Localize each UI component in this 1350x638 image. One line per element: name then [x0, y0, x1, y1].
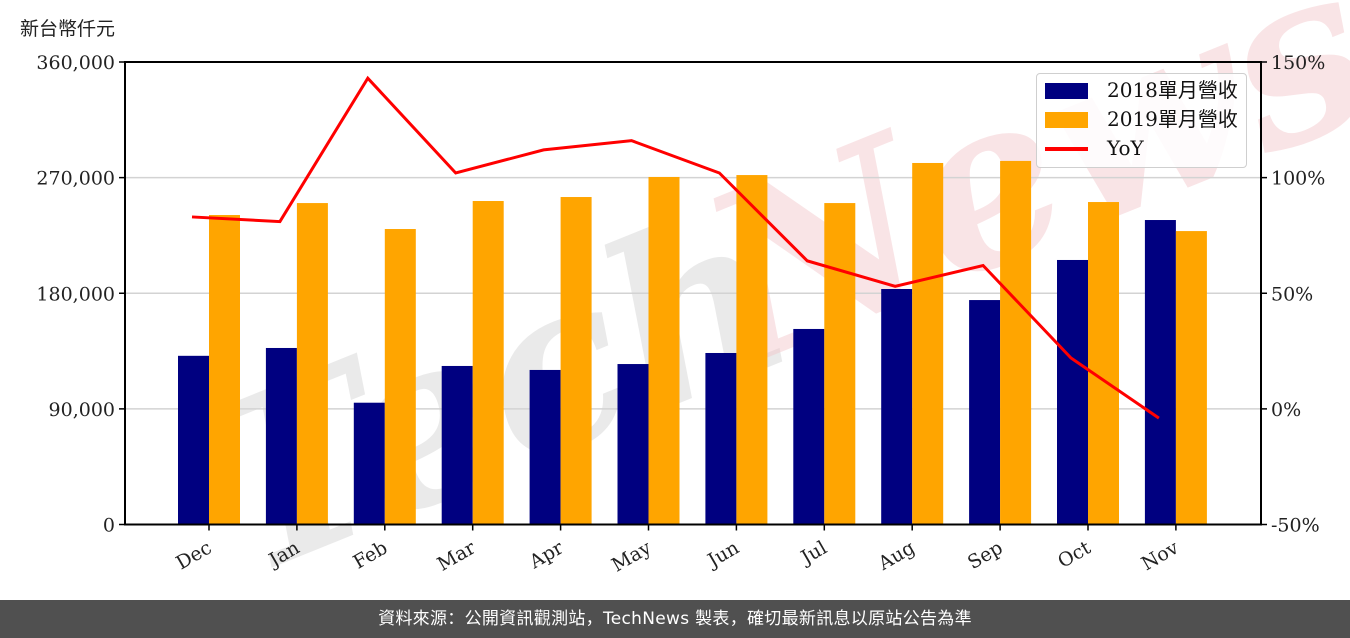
right-tick-label: 150% [1271, 52, 1325, 74]
bar-2019-nov [1175, 231, 1207, 525]
right-tick-label: -50% [1271, 515, 1320, 537]
bar-2018-jan [265, 347, 297, 525]
legend-label-2019: 2019單月營收 [1107, 107, 1238, 131]
bar-2018-aug [881, 289, 913, 525]
bar-2019-aug [912, 162, 944, 525]
bar-2019-dec [209, 215, 240, 525]
source-footer: 資料來源：公開資訊觀測站，TechNews 製表，確切最新訊息以原站公告為準 [0, 600, 1350, 638]
x-tick-label-dec: Dec [172, 537, 215, 575]
bar-2018-dec [178, 355, 209, 525]
bar-series [178, 160, 1207, 525]
bar-2018-may [617, 364, 649, 525]
bar-2019-oct [1088, 202, 1119, 525]
bar-2018-mar [441, 365, 473, 525]
bar-2019-jul [824, 203, 856, 525]
legend-item-2019: 2019單月營收 [1037, 105, 1246, 133]
yoy-line [191, 75, 1160, 420]
left-tick-label: 360,000 [36, 52, 115, 74]
bar-2019-mar [472, 201, 504, 525]
left-tick-label: 180,000 [36, 283, 115, 305]
chart-legend: 2018單月營收 2019單月營收 YoY [1036, 73, 1247, 168]
left-axis-ticks: 0 90,000 180,000 270,000 360,000 [36, 52, 125, 537]
left-tick-label: 0 [103, 515, 115, 537]
bar-2018-jul [793, 328, 825, 525]
bar-2019-sep [1000, 160, 1032, 525]
x-tick-label-aug: Aug [874, 537, 919, 576]
x-tick-label-sep: Sep [964, 537, 1007, 574]
legend-swatch-2019 [1045, 112, 1088, 128]
bar-2019-feb [384, 229, 416, 525]
bar-2018-apr [529, 369, 561, 525]
right-axis-ticks: -50% 0% 50% 100% 150% [1261, 52, 1325, 537]
left-tick-label: 90,000 [49, 399, 115, 421]
bar-2018-nov [1144, 220, 1176, 525]
y-axis-unit-label: 新台幣仟元 [20, 18, 116, 40]
legend-swatch-2018 [1045, 83, 1088, 99]
bar-2019-apr [560, 197, 592, 525]
left-tick-label: 270,000 [36, 168, 115, 190]
right-tick-label: 50% [1271, 283, 1313, 305]
bar-2018-oct [1057, 259, 1088, 525]
bar-2019-jun [736, 175, 768, 525]
legend-label-yoy: YoY [1107, 136, 1144, 160]
right-tick-label: 0% [1271, 399, 1301, 421]
bar-2018-jun [705, 352, 737, 525]
x-tick-label-jun: Jun [702, 537, 743, 573]
yoy-line-series [191, 75, 1160, 420]
right-tick-label: 100% [1271, 168, 1325, 190]
x-tick-label-jul: Jul [796, 537, 831, 570]
legend-item-yoy: YoY [1037, 134, 1246, 162]
legend-item-2018: 2018單月營收 [1037, 76, 1246, 104]
legend-label-2018: 2018單月營收 [1107, 78, 1238, 102]
x-tick-label-apr: Apr [525, 536, 568, 573]
bar-2018-sep [969, 300, 1001, 525]
x-tick-label-nov: Nov [1138, 537, 1183, 576]
bar-2019-may [648, 176, 680, 525]
x-tick-label-may: May [608, 537, 655, 577]
x-tick-label-oct: Oct [1054, 537, 1095, 573]
bar-2018-feb [353, 402, 385, 525]
legend-line-yoy [1045, 147, 1088, 151]
bar-2019-jan [296, 203, 328, 525]
